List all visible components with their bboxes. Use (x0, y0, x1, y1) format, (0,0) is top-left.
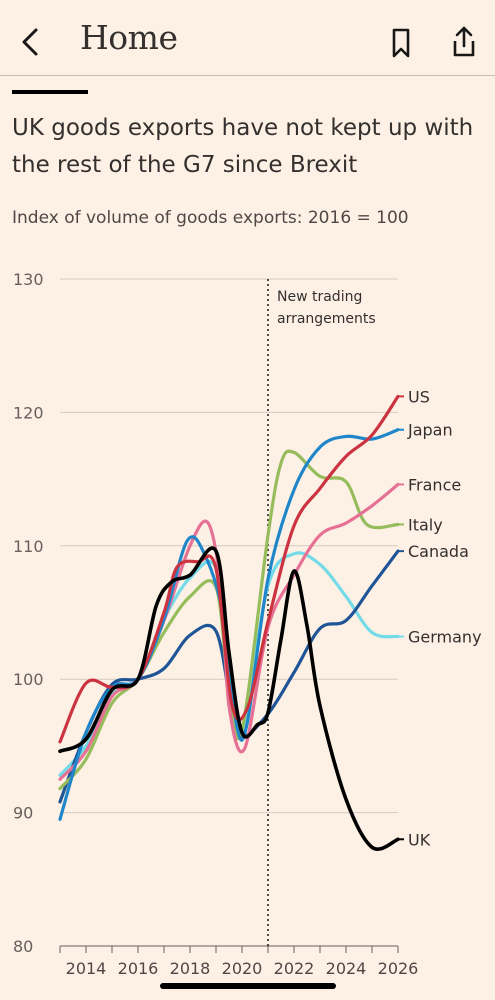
home-indicator[interactable] (160, 983, 336, 989)
share-button[interactable] (447, 24, 481, 60)
series-line-uk (58, 546, 400, 851)
series-label-france: France (408, 475, 461, 494)
annotation-text: arrangements (277, 311, 376, 327)
share-icon (453, 26, 475, 57)
y-tick-label: 130 (13, 270, 44, 289)
x-tick-label: 2026 (378, 959, 419, 978)
series-line-france (58, 482, 400, 781)
bookmark-icon (392, 28, 410, 58)
series-label-us: US (408, 387, 430, 406)
x-tick-label: 2022 (274, 959, 315, 978)
y-tick-label: 100 (13, 670, 44, 689)
top-navigation-bar: Home (0, 0, 495, 76)
series-label-germany: Germany (408, 628, 482, 647)
series-line-japan (58, 428, 400, 821)
x-tick-label: 2014 (66, 959, 107, 978)
x-tick-label: 2016 (118, 959, 159, 978)
y-tick-label: 80 (13, 937, 33, 956)
chart-subtitle: Index of volume of goods exports: 2016 =… (12, 208, 409, 228)
bookmark-button[interactable] (386, 26, 416, 60)
series-label-italy: Italy (408, 515, 443, 534)
line-chart: 80 90 100 110 120 130 2014 2016 2018 2020 2022 2024… (13, 270, 482, 978)
series-label-uk: UK (408, 830, 431, 849)
y-tick-label: 90 (13, 804, 33, 823)
x-tick-label: 2024 (326, 959, 367, 978)
y-tick-label: 110 (13, 537, 44, 556)
headline-accent-rule (12, 90, 88, 94)
nav-title: Home (80, 18, 178, 57)
x-tick-label: 2018 (170, 959, 211, 978)
article-headline: UK goods exports have not kept up with t… (12, 115, 474, 178)
chevron-left-icon (22, 28, 38, 56)
series-label-canada: Canada (408, 542, 469, 561)
back-button[interactable] (14, 22, 48, 62)
annotation-text: New trading (277, 289, 362, 305)
series-label-japan: Japan (407, 421, 453, 440)
x-tick-label: 2020 (222, 959, 263, 978)
y-tick-label: 120 (13, 403, 44, 422)
